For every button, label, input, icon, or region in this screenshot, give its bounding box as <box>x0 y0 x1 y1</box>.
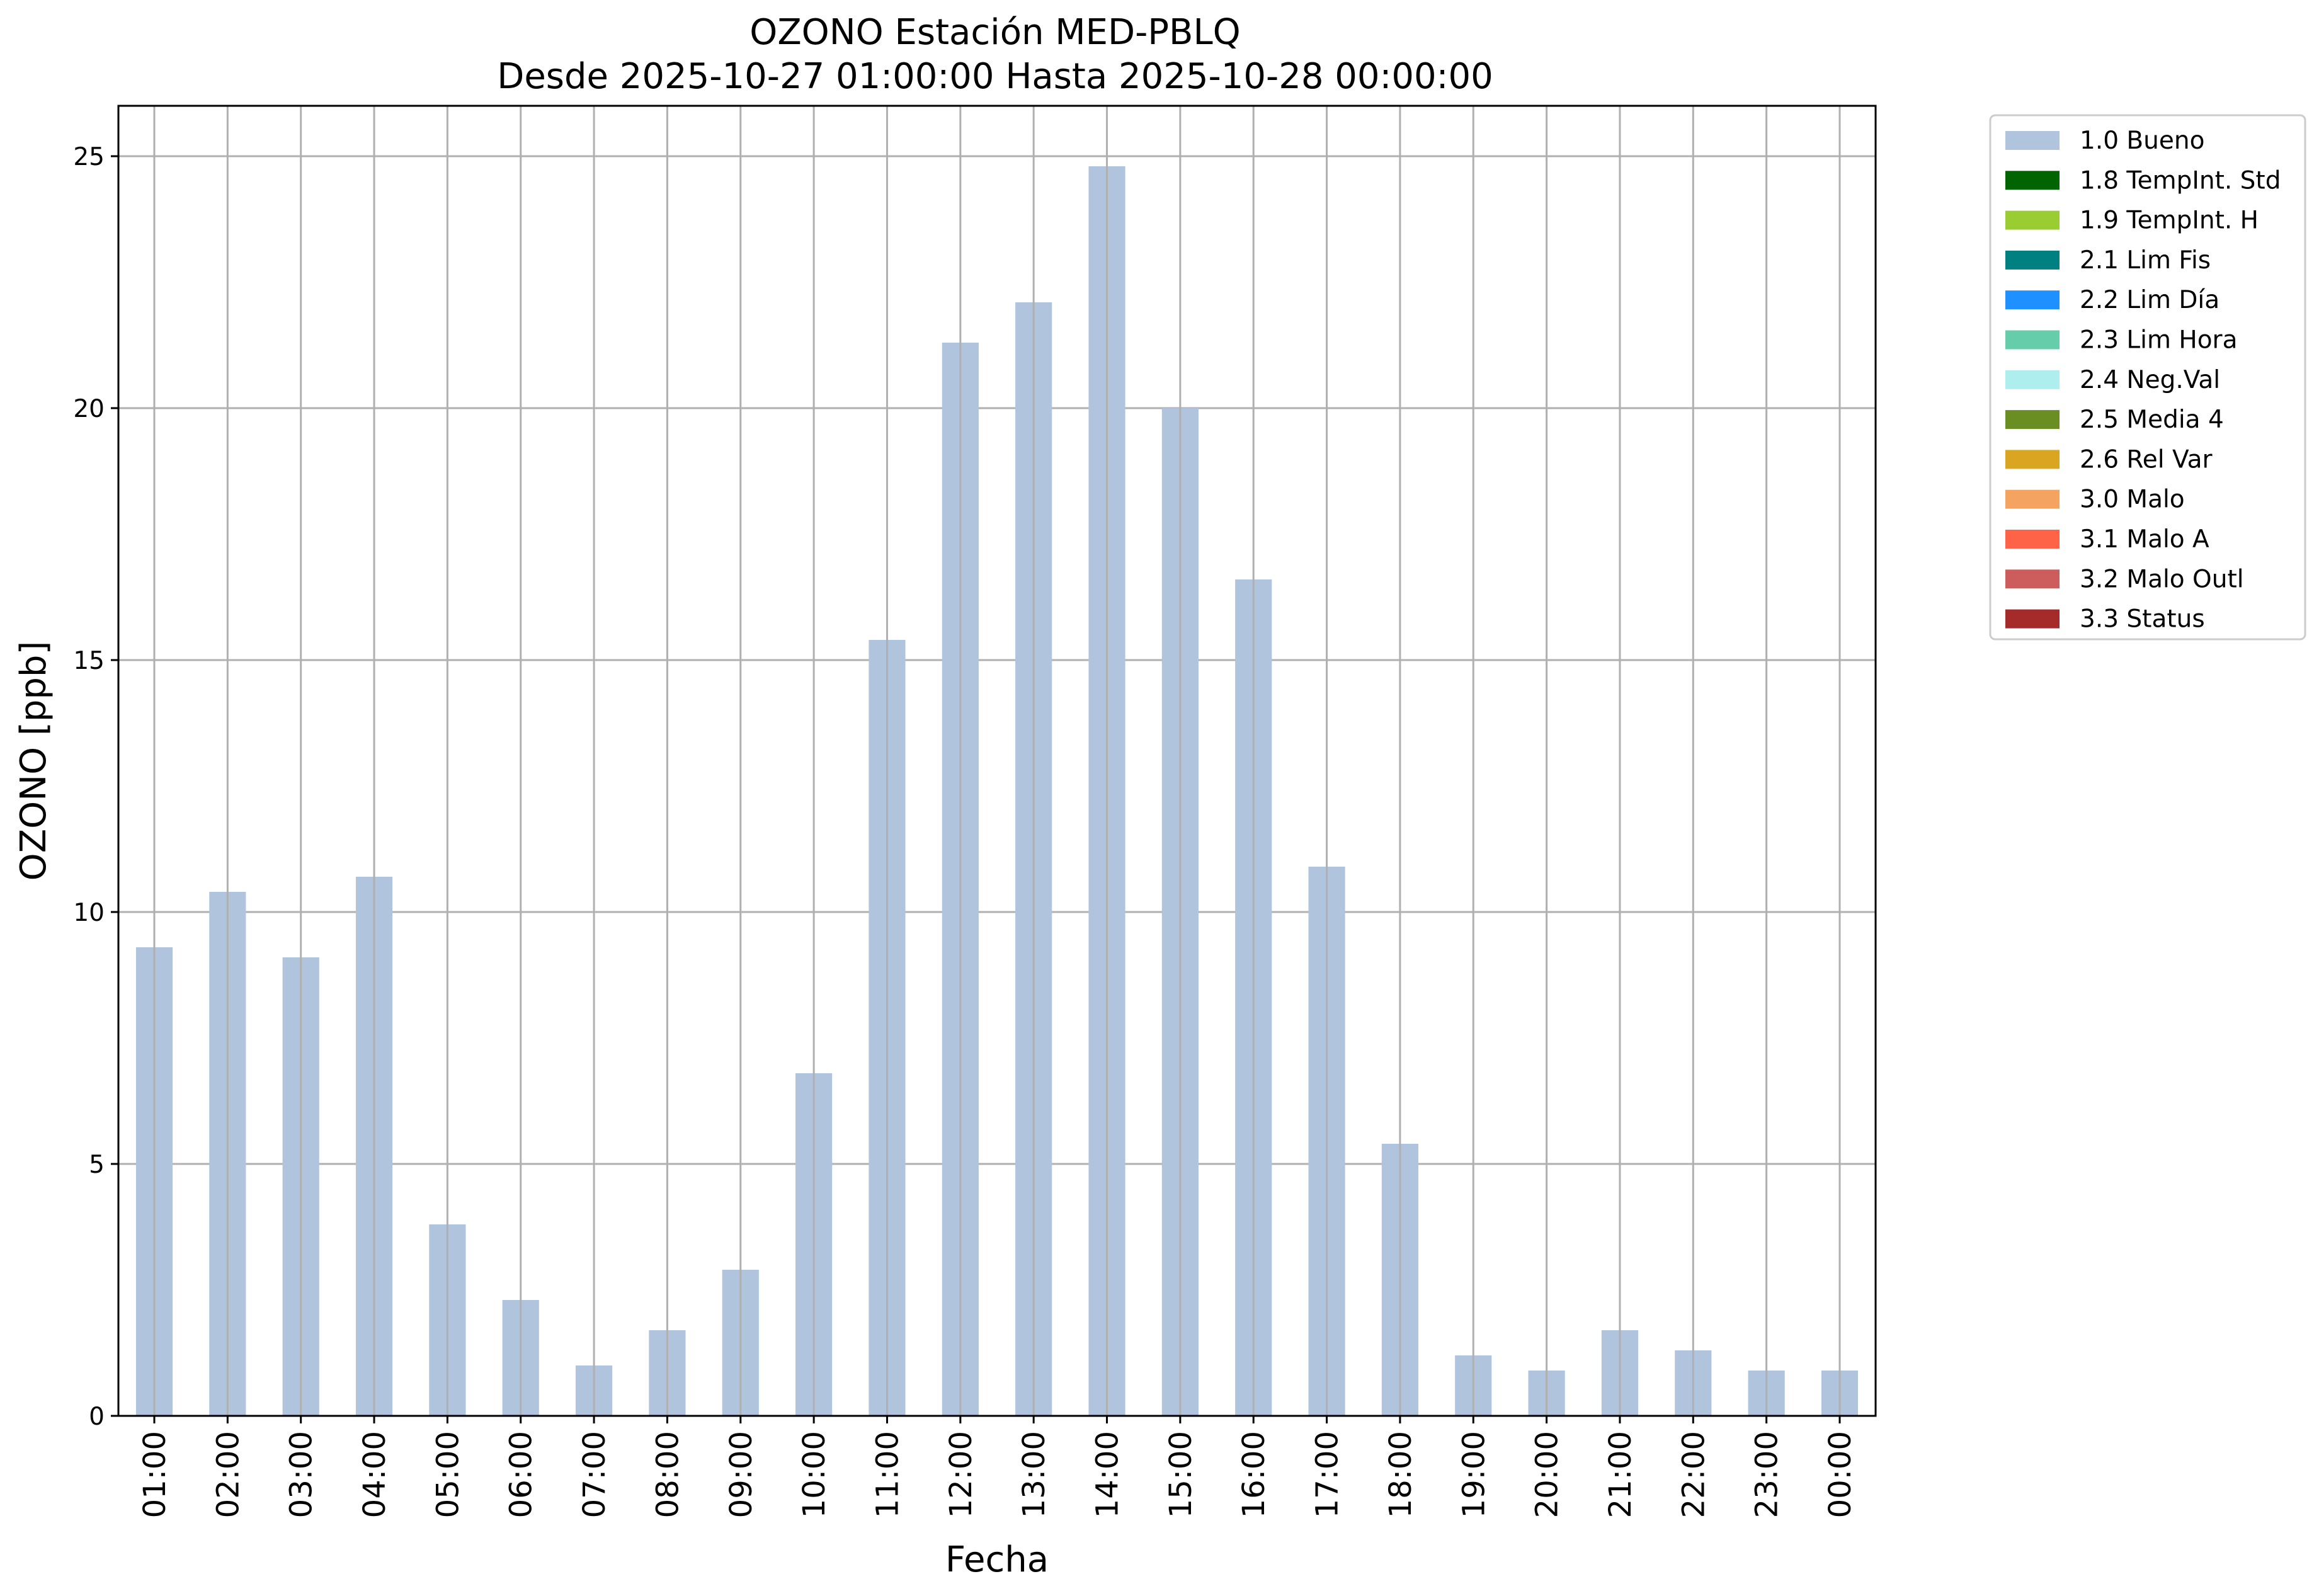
y-axis-ticks: 0 5 10 15 20 25 <box>73 143 118 1431</box>
legend-label: 3.3 Status <box>2080 605 2205 634</box>
chart-subtitle: Desde 2025-10-27 01:00:00 Hasta 2025-10-… <box>497 56 1493 97</box>
x-tick-label: 06:00 <box>504 1431 539 1518</box>
x-tick-label: 15:00 <box>1163 1431 1199 1518</box>
legend-swatch <box>2005 330 2060 350</box>
plot-frame <box>117 105 1877 1417</box>
legend-label: 2.3 Lim Hora <box>2080 326 2238 355</box>
legend-label: 2.5 Media 4 <box>2080 406 2224 434</box>
x-tick-label: 09:00 <box>724 1431 759 1518</box>
legend-swatch <box>2005 210 2060 230</box>
y-tick-label: 10 <box>73 899 105 927</box>
legend-swatch <box>2005 171 2060 190</box>
legend-label: 3.2 Malo Outl <box>2080 565 2244 593</box>
legend-swatch <box>2005 370 2060 389</box>
y-tick-label: 15 <box>73 647 105 675</box>
y-tick-label: 20 <box>73 395 105 423</box>
x-axis-label: Fecha <box>945 1539 1049 1580</box>
x-tick-label: 22:00 <box>1676 1431 1711 1518</box>
x-tick-label: 14:00 <box>1090 1431 1125 1518</box>
x-tick-label: 21:00 <box>1603 1431 1638 1518</box>
legend: 1.0 Bueno 1.8 TempInt. Std 1.9 TempInt. H 2… <box>1989 114 2306 641</box>
x-tick-label: 12:00 <box>943 1431 979 1518</box>
legend-label: 3.1 Malo A <box>2080 525 2209 554</box>
x-tick-label: 11:00 <box>870 1431 905 1518</box>
legend-label: 3.0 Malo <box>2080 486 2185 514</box>
x-tick-label: 03:00 <box>284 1431 319 1518</box>
legend-items: 1.0 Bueno 1.8 TempInt. Std 1.9 TempInt. H 2… <box>2005 127 2281 634</box>
x-tick-label: 13:00 <box>1017 1431 1052 1518</box>
y-tick-label: 5 <box>89 1151 105 1179</box>
x-tick-label: 20:00 <box>1530 1431 1565 1518</box>
y-tick-label: 0 <box>89 1403 105 1431</box>
x-tick-label: 02:00 <box>210 1431 246 1518</box>
x-tick-label: 10:00 <box>797 1431 832 1518</box>
x-tick-label: 17:00 <box>1310 1431 1345 1518</box>
vertical-grid-lines <box>153 106 1841 1416</box>
legend-swatch <box>2005 250 2060 270</box>
x-tick-label: 07:00 <box>577 1431 612 1518</box>
legend-swatch <box>2005 530 2060 549</box>
x-axis-ticks: 01:00 02:00 03:00 04:00 05:00 06:00 07:00 08:00… <box>137 1416 1858 1518</box>
y-tick-label: 25 <box>73 143 105 171</box>
plot-area <box>118 106 1876 1416</box>
x-tick-label: 19:00 <box>1456 1431 1491 1518</box>
legend-label: 2.4 Neg.Val <box>2080 366 2220 394</box>
legend-label: 2.1 Lim Fis <box>2080 246 2211 275</box>
legend-label: 1.0 Bueno <box>2080 127 2204 155</box>
legend-swatch <box>2005 131 2060 150</box>
legend-label: 1.9 TempInt. H <box>2080 207 2259 235</box>
legend-label: 2.6 Rel Var <box>2080 445 2213 474</box>
x-tick-label: 04:00 <box>357 1431 392 1518</box>
x-tick-label: 05:00 <box>430 1431 465 1518</box>
x-tick-label: 01:00 <box>137 1431 173 1518</box>
x-tick-label: 00:00 <box>1823 1431 1858 1518</box>
x-tick-label: 16:00 <box>1236 1431 1272 1518</box>
x-tick-label: 18:00 <box>1383 1431 1418 1518</box>
legend-swatch <box>2005 489 2060 509</box>
x-tick-label: 08:00 <box>650 1431 685 1518</box>
y-axis-label: OZONO [ppb] <box>13 641 54 881</box>
legend-label: 2.2 Lim Día <box>2080 286 2219 314</box>
chart-title: OZONO Estación MED-PBLQ <box>749 12 1241 53</box>
legend-box <box>1989 114 2306 641</box>
x-tick-label: 23:00 <box>1750 1431 1785 1518</box>
legend-label: 1.8 TempInt. Std <box>2080 166 2281 195</box>
legend-swatch <box>2005 569 2060 589</box>
legend-swatch <box>2005 450 2060 469</box>
legend-swatch <box>2005 410 2060 430</box>
legend-swatch <box>2005 290 2060 310</box>
legend-swatch <box>2005 609 2060 629</box>
